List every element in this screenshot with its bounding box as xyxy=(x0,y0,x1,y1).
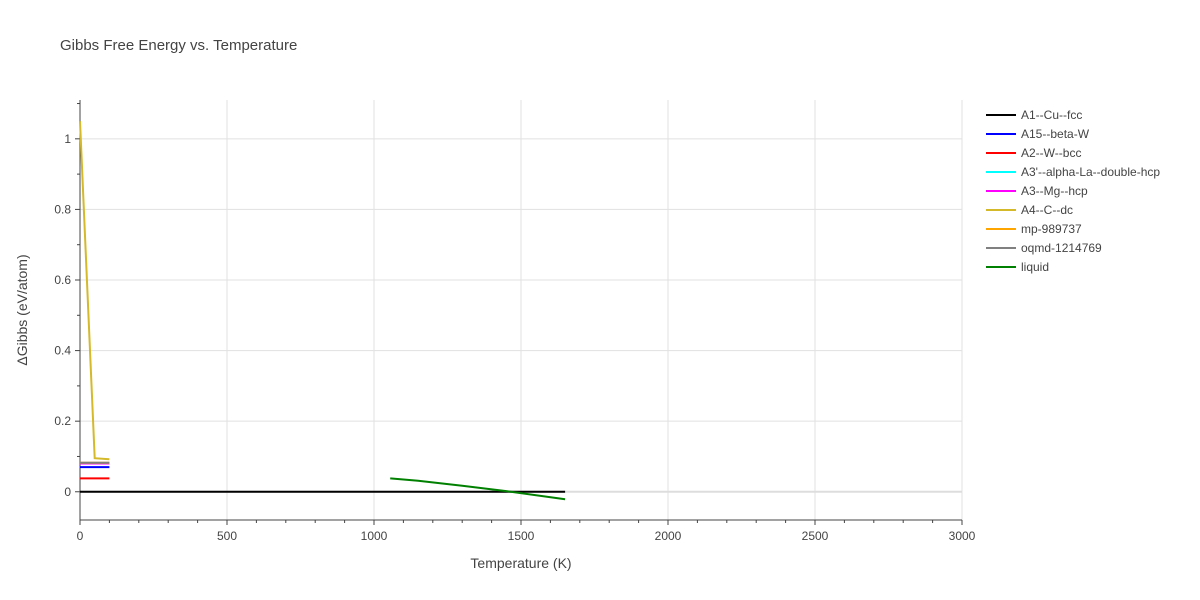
legend-item-5[interactable]: A4--C--dc xyxy=(986,203,1073,217)
legend-item-0[interactable]: A1--Cu--fcc xyxy=(986,108,1082,122)
y-tick-label: 1 xyxy=(64,132,71,146)
y-tick-label: 0.4 xyxy=(54,344,71,358)
y-tick-label: 0.8 xyxy=(54,202,71,216)
y-tick-label: 0.2 xyxy=(54,414,71,428)
series-line-5[interactable] xyxy=(79,121,110,461)
legend-item-1[interactable]: A15--beta-W xyxy=(986,127,1090,141)
legend-label: liquid xyxy=(1021,260,1049,274)
x-axis-title: Temperature (K) xyxy=(470,555,571,571)
x-tick-label: 3000 xyxy=(949,529,976,543)
x-tick-label: 2500 xyxy=(802,529,829,543)
legend-label: A1--Cu--fcc xyxy=(1021,108,1082,122)
legend-item-8[interactable]: liquid xyxy=(986,260,1049,274)
x-tick-label: 0 xyxy=(77,529,84,543)
legend-item-6[interactable]: mp-989737 xyxy=(986,222,1082,236)
legend-item-3[interactable]: A3'--alpha-La--double-hcp xyxy=(986,165,1160,179)
x-tick-label: 500 xyxy=(217,529,237,543)
legend-label: A2--W--bcc xyxy=(1021,146,1081,160)
legend-label: A15--beta-W xyxy=(1021,127,1090,141)
legend-item-2[interactable]: A2--W--bcc xyxy=(986,146,1081,160)
chart-title: Gibbs Free Energy vs. Temperature xyxy=(60,37,297,54)
legend-item-4[interactable]: A3--Mg--hcp xyxy=(986,184,1088,198)
series-line-8[interactable] xyxy=(390,477,566,501)
legend-label: A3'--alpha-La--double-hcp xyxy=(1021,165,1160,179)
legend[interactable]: A1--Cu--fcc A15--beta-W A2--W--bcc A3'--alp… xyxy=(986,108,1160,274)
x-tick-label: 1500 xyxy=(508,529,535,543)
legend-label: A4--C--dc xyxy=(1021,203,1073,217)
legend-label: A3--Mg--hcp xyxy=(1021,184,1088,198)
y-tick-label: 0 xyxy=(64,485,71,499)
x-tick-label: 1000 xyxy=(361,529,388,543)
y-axis-title: ΔGibbs (eV/atom) xyxy=(14,254,30,365)
legend-item-7[interactable]: oqmd-1214769 xyxy=(986,241,1102,255)
x-tick-label: 2000 xyxy=(655,529,682,543)
y-tick-label: 0.6 xyxy=(54,273,71,287)
legend-label: mp-989737 xyxy=(1021,222,1082,236)
legend-label: oqmd-1214769 xyxy=(1021,241,1102,255)
plot-area[interactable]: 0 500 1000 1500 2000 2500 3000 0 0.2 0.4 0.6 0.8 1 xyxy=(54,100,976,543)
